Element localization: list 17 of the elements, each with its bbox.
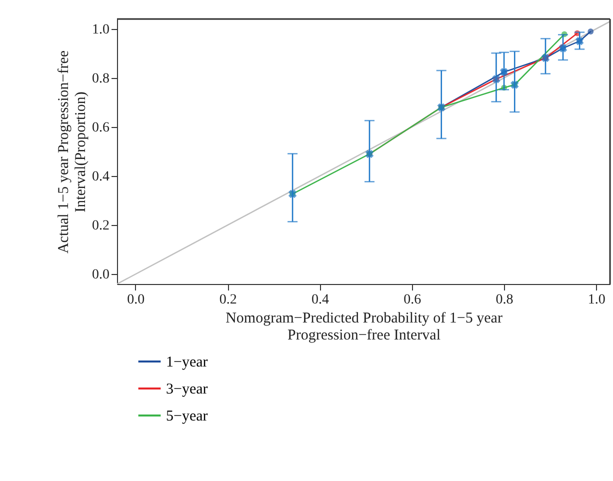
x-tick-label: 1.0 xyxy=(588,292,606,308)
y-tick-label: 0.6 xyxy=(92,120,110,136)
legend-label: 3−year xyxy=(166,382,208,398)
x-tick-label: 0.4 xyxy=(311,292,329,308)
y-tick-label: 1.0 xyxy=(92,22,110,38)
y-tick-label: 0.2 xyxy=(92,218,110,234)
x-tick-label: 0.8 xyxy=(496,292,514,308)
legend-label: 5−year xyxy=(166,408,208,424)
legend-label: 1−year xyxy=(166,354,208,370)
x-tick-label: 0.2 xyxy=(219,292,237,308)
y-axis-title: Actual 1−5 year Progression−free Interval(Proportion) xyxy=(56,50,89,254)
y-tick-label: 0.8 xyxy=(92,71,110,86)
x-axis-title: Nomogram−Predicted Probability of 1−5 year Progression−free Interval xyxy=(226,310,502,344)
y-tick-label: 0.4 xyxy=(92,170,110,185)
x-tick-label: 0.6 xyxy=(404,292,422,308)
y-tick-label: 0.0 xyxy=(92,268,110,283)
x-tick-label: 0.0 xyxy=(127,292,145,308)
